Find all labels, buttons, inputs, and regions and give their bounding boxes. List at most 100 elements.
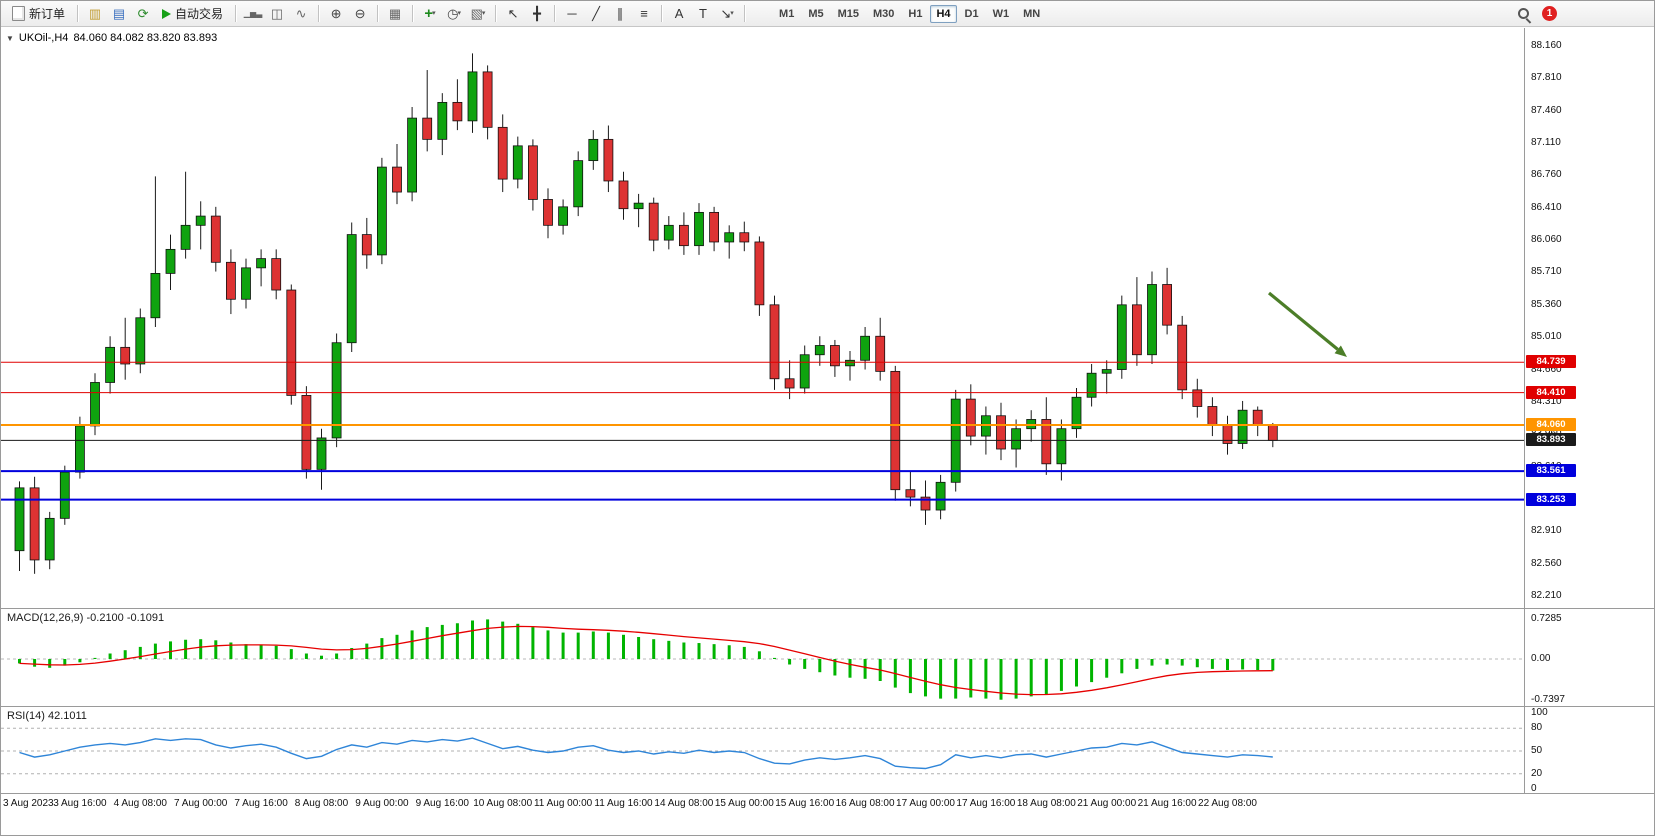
rsi-panel-canvas[interactable] bbox=[1, 707, 1524, 793]
time-tick-label: 4 Aug 08:00 bbox=[113, 798, 167, 809]
periods-icon[interactable]: ◷ ▾ bbox=[447, 6, 461, 21]
toolbar-separator bbox=[77, 5, 79, 22]
macd-signal-line bbox=[19, 625, 1273, 696]
candle bbox=[1252, 406, 1263, 437]
price-tick-label: 82.560 bbox=[1531, 557, 1562, 569]
candle bbox=[1132, 277, 1142, 366]
candle bbox=[603, 125, 614, 193]
refresh-icon[interactable]: ⟳ bbox=[137, 6, 149, 21]
crosshair-icon[interactable]: ╋ bbox=[533, 6, 541, 21]
price-axis[interactable]: 88.160 87.810 87.460 87.110 86.760 86.410 86.0… bbox=[1525, 28, 1654, 794]
candle bbox=[845, 351, 855, 381]
price-tick-label: 87.460 bbox=[1531, 104, 1562, 116]
current-price-badge: 83.893 bbox=[1526, 433, 1576, 447]
candle bbox=[920, 480, 931, 525]
candle bbox=[1116, 295, 1127, 379]
price-tick-label: 85.010 bbox=[1531, 331, 1562, 343]
macd-panel-canvas[interactable] bbox=[1, 609, 1524, 706]
price-tick-label: 87.110 bbox=[1531, 137, 1561, 149]
time-tick-label: 10 Aug 08:00 bbox=[473, 798, 533, 809]
market-watch-icon[interactable]: ▥ bbox=[88, 6, 102, 21]
time-tick-label: 11 Aug 00:00 bbox=[533, 798, 593, 809]
dropdown-caret-icon: ▾ bbox=[432, 10, 436, 17]
candle bbox=[14, 481, 25, 572]
bar-chart-icon[interactable]: ▁▅▃ bbox=[243, 8, 263, 18]
candle bbox=[709, 206, 719, 252]
panel-separator[interactable] bbox=[1, 706, 1654, 707]
candle bbox=[210, 206, 221, 272]
timeframe-m5[interactable]: M5 bbox=[808, 7, 824, 20]
horizontal-line-icon[interactable]: ─ bbox=[567, 6, 577, 21]
price-tick-label: 85.710 bbox=[1531, 266, 1562, 278]
candle bbox=[543, 188, 553, 239]
rsi-tick-label: 0 bbox=[1531, 783, 1537, 794]
candle bbox=[256, 249, 267, 287]
trendline-icon[interactable]: ╱ bbox=[592, 6, 600, 21]
data-window-icon[interactable]: ▤ bbox=[112, 6, 126, 21]
toolbar-separator bbox=[318, 5, 320, 22]
candle bbox=[905, 471, 916, 507]
time-axis[interactable]: 3 Aug 2023 3 Aug 16:00 4 Aug 08:00 7 Aug 00… bbox=[1, 794, 1654, 816]
price-tick-label: 82.210 bbox=[1531, 590, 1562, 601]
timeframe-h4[interactable]: H4 bbox=[930, 4, 957, 23]
candle bbox=[890, 365, 901, 501]
candle bbox=[407, 107, 418, 202]
timeframe-d1[interactable]: D1 bbox=[964, 7, 979, 20]
price-tick-label: 84.310 bbox=[1531, 395, 1562, 407]
timeframe-group: M1 M5 M15 M30 H1 H4 D1 W1 MN bbox=[772, 4, 1047, 23]
candlestick-chart-icon[interactable]: ◫ bbox=[270, 6, 284, 21]
arrows-icon[interactable]: ↘ ▾ bbox=[720, 6, 734, 21]
timeframe-h1[interactable]: H1 bbox=[908, 7, 923, 20]
cursor-icon[interactable]: ↖ bbox=[507, 6, 519, 21]
price-level-badge: 84.060 bbox=[1526, 417, 1576, 431]
price-tick-label: 82.910 bbox=[1531, 525, 1562, 537]
trend-arrow-annotation[interactable] bbox=[1267, 291, 1347, 357]
line-chart-icon[interactable]: ∿ bbox=[295, 6, 307, 21]
rsi-tick-label: 50 bbox=[1531, 745, 1543, 756]
timeframe-m15[interactable]: M15 bbox=[837, 7, 859, 20]
collapse-chart-icon[interactable]: ▼ bbox=[6, 33, 14, 43]
zoom-in-icon[interactable]: ⊕ bbox=[330, 6, 342, 21]
zoom-out-icon[interactable]: ⊖ bbox=[354, 6, 366, 21]
macd-tick-label: 0.00 bbox=[1531, 653, 1551, 664]
candle bbox=[150, 176, 161, 328]
text-label-icon[interactable]: T bbox=[699, 6, 707, 21]
macd-indicator-label: MACD(12,26,9) -0.2100 -0.1091 bbox=[7, 612, 164, 624]
time-tick-label: 17 Aug 16:00 bbox=[956, 798, 1016, 809]
search-icon[interactable] bbox=[1516, 6, 1532, 22]
timeframe-mn[interactable]: MN bbox=[1023, 7, 1041, 20]
candle bbox=[437, 93, 448, 156]
templates-icon[interactable]: ▧ ▾ bbox=[470, 6, 486, 21]
auto-trading-button[interactable]: 自动交易 bbox=[155, 2, 230, 25]
candle bbox=[225, 249, 236, 315]
time-tick-label: 22 Aug 08:00 bbox=[1198, 798, 1257, 809]
price-tick-label: 84.660 bbox=[1531, 363, 1562, 375]
timeframe-m1[interactable]: M1 bbox=[779, 7, 795, 20]
dropdown-caret-icon: ▾ bbox=[457, 10, 461, 17]
text-icon[interactable]: A bbox=[674, 6, 684, 21]
main-chart-canvas[interactable] bbox=[1, 28, 1524, 608]
candle bbox=[875, 317, 886, 381]
toolbar-separator bbox=[554, 5, 556, 22]
candle bbox=[482, 65, 493, 140]
time-tick-label: 7 Aug 16:00 bbox=[234, 798, 288, 809]
fibonacci-icon[interactable]: ≡ bbox=[640, 6, 648, 21]
time-tick-label: 3 Aug 2023 bbox=[3, 798, 54, 809]
time-tick-label: 7 Aug 00:00 bbox=[173, 798, 228, 809]
time-tick-label: 16 Aug 08:00 bbox=[835, 798, 895, 809]
timeframe-m30[interactable]: M30 bbox=[873, 7, 895, 20]
indicators-icon[interactable]: + ▾ bbox=[424, 5, 436, 22]
candle bbox=[754, 236, 765, 316]
tile-windows-icon[interactable]: ▦ bbox=[388, 6, 402, 21]
candle bbox=[1267, 422, 1278, 448]
panel-separator[interactable] bbox=[1, 608, 1654, 609]
timeframe-w1[interactable]: W1 bbox=[992, 7, 1010, 20]
workspace-icon-group: ▥ ▤ ⟳ bbox=[83, 3, 155, 25]
new-order-button[interactable]: 新订单 bbox=[5, 2, 72, 25]
candle bbox=[724, 225, 735, 259]
notifications-badge[interactable]: 1 bbox=[1542, 6, 1557, 21]
channel-icon[interactable]: ∥ bbox=[616, 6, 624, 21]
candle bbox=[860, 327, 870, 370]
price-tick-label: 86.760 bbox=[1531, 169, 1562, 181]
